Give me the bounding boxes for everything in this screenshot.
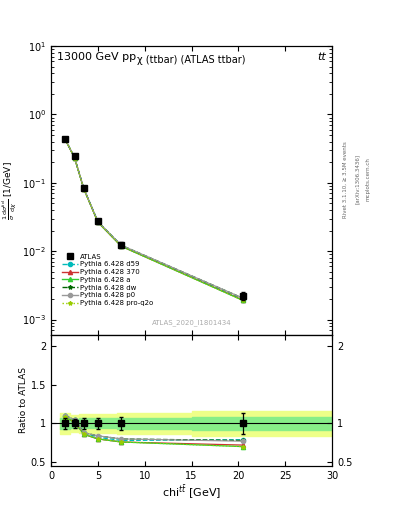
Text: Rivet 3.1.10, ≥ 3.5M events: Rivet 3.1.10, ≥ 3.5M events bbox=[343, 141, 348, 218]
Text: ATLAS_2020_I1801434: ATLAS_2020_I1801434 bbox=[152, 319, 231, 326]
Text: χ (ttbar) (ATLAS ttbar): χ (ttbar) (ATLAS ttbar) bbox=[137, 55, 246, 65]
Text: mcplots.cern.ch: mcplots.cern.ch bbox=[365, 157, 371, 201]
Y-axis label: Ratio to ATLAS: Ratio to ATLAS bbox=[19, 367, 28, 433]
X-axis label: chi$^{t\bar{t}}$ [GeV]: chi$^{t\bar{t}}$ [GeV] bbox=[162, 483, 221, 501]
Legend: ATLAS, Pythia 6.428 d59, Pythia 6.428 370, Pythia 6.428 a, Pythia 6.428 dw, Pyth: ATLAS, Pythia 6.428 d59, Pythia 6.428 37… bbox=[60, 251, 156, 308]
Text: [arXiv:1306.3436]: [arXiv:1306.3436] bbox=[355, 154, 360, 204]
Text: tt: tt bbox=[318, 52, 327, 62]
Y-axis label: $\frac{1}{\sigma}\frac{\mathrm{d}\sigma^{\mathrm{fid}}}{\mathrm{d}\chi}$ [1/GeV]: $\frac{1}{\sigma}\frac{\mathrm{d}\sigma^… bbox=[1, 161, 20, 220]
Text: 13000 GeV pp: 13000 GeV pp bbox=[57, 52, 136, 62]
